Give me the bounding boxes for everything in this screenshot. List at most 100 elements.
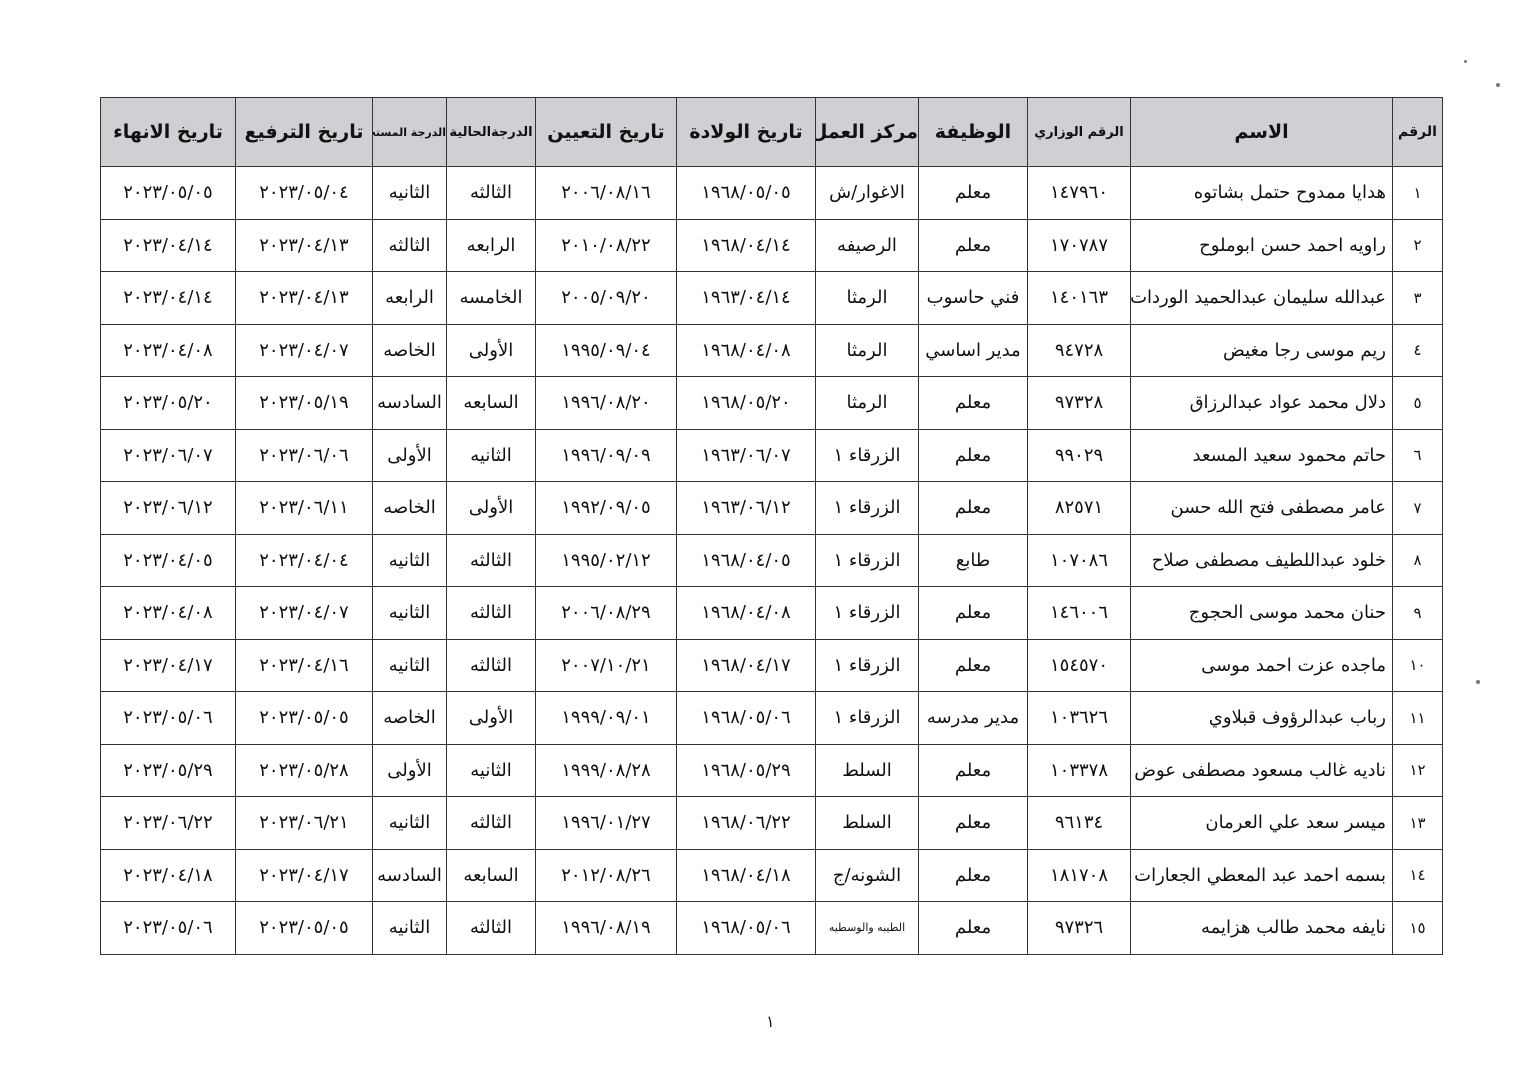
cell-appointment-date: ١٩٩٥/٠٢/١٢ [535, 533, 677, 587]
cell-promotion-date: ٢٠٢٣/٠٤/٠٧ [235, 323, 373, 377]
cell-birth-date: ١٩٦٨/٠٤/١٨ [676, 848, 816, 902]
cell-name: خلود عبداللطيف مصطفى صلاح [1130, 533, 1393, 587]
cell-name: حنان محمد موسى الحجوج [1130, 586, 1393, 640]
cell-end-date: ٢٠٢٣/٠٤/١٨ [100, 848, 236, 902]
cell-birth-date: ١٩٦٨/٠٤/١٧ [676, 638, 816, 692]
cell-job-title: معلم [918, 218, 1028, 272]
cell-work-center: الرمثا [815, 323, 919, 377]
cell-appointment-date: ٢٠٠٦/٠٨/٢٩ [535, 586, 677, 640]
cell-end-date: ٢٠٢٣/٠٦/٠٧ [100, 428, 236, 482]
table-row: ٧ عامر مصطفى فتح الله حسن ٨٢٥٧١ معلم الزرقاء… [100, 481, 1443, 535]
cell-birth-date: ١٩٦٨/٠٥/٠٦ [676, 691, 816, 745]
cell-current-grade: السابعه [446, 848, 536, 902]
cell-promotion-date: ٢٠٢٣/٠٤/١٣ [235, 218, 373, 272]
cell-current-grade: الثالثه [446, 796, 536, 850]
cell-birth-date: ١٩٦٨/٠٥/٢٠ [676, 376, 816, 430]
cell-job-title: فني حاسوب [918, 271, 1028, 325]
cell-job-title: معلم [918, 586, 1028, 640]
cell-due-grade: الخاصه [372, 691, 447, 745]
cell-name: رباب عبدالرؤوف قبلاوي [1130, 691, 1393, 745]
cell-row-number: ٥ [1392, 376, 1443, 430]
cell-appointment-date: ١٩٩٩/٠٨/٢٨ [535, 743, 677, 797]
cell-promotion-date: ٢٠٢٣/٠٦/٢١ [235, 796, 373, 850]
cell-end-date: ٢٠٢٣/٠٤/١٤ [100, 271, 236, 325]
cell-promotion-date: ٢٠٢٣/٠٤/١٧ [235, 848, 373, 902]
cell-name: عبدالله سليمان عبدالحميد الوردات [1130, 271, 1393, 325]
cell-due-grade: الثانيه [372, 166, 447, 220]
cell-ministry-id: ٩٤٧٢٨ [1027, 323, 1131, 377]
table-row: ١ هدايا ممدوح حتمل بشاتوه ١٤٧٩٦٠ معلم الاغوا… [100, 166, 1443, 220]
cell-current-grade: الرابعه [446, 218, 536, 272]
cell-row-number: ٢ [1392, 218, 1443, 272]
cell-appointment-date: ١٩٩٦/٠٨/١٩ [535, 901, 677, 955]
cell-job-title: معلم [918, 901, 1028, 955]
cell-promotion-date: ٢٠٢٣/٠٥/٢٨ [235, 743, 373, 797]
cell-end-date: ٢٠٢٣/٠٤/١٧ [100, 638, 236, 692]
cell-work-center: الزرقاء ١ [815, 691, 919, 745]
cell-row-number: ٦ [1392, 428, 1443, 482]
cell-due-grade: الثالثه [372, 218, 447, 272]
cell-job-title: معلم [918, 638, 1028, 692]
cell-current-grade: الثانيه [446, 428, 536, 482]
cell-promotion-date: ٢٠٢٣/٠٤/٠٤ [235, 533, 373, 587]
cell-row-number: ١٥ [1392, 901, 1443, 955]
cell-appointment-date: ١٩٩٦/٠٩/٠٩ [535, 428, 677, 482]
cell-work-center: الزرقاء ١ [815, 586, 919, 640]
cell-row-number: ١٣ [1392, 796, 1443, 850]
cell-birth-date: ١٩٦٨/٠٥/٢٩ [676, 743, 816, 797]
cell-row-number: ١١ [1392, 691, 1443, 745]
cell-birth-date: ١٩٦٣/٠٦/١٢ [676, 481, 816, 535]
cell-work-center: الزرقاء ١ [815, 428, 919, 482]
cell-work-center: الزرقاء ١ [815, 533, 919, 587]
cell-work-center: السلط [815, 743, 919, 797]
cell-work-center: الزرقاء ١ [815, 638, 919, 692]
cell-due-grade: الرابعه [372, 271, 447, 325]
cell-work-center: السلط [815, 796, 919, 850]
cell-job-title: معلم [918, 743, 1028, 797]
header-ministry-id: الرقم الوزاري [1027, 97, 1131, 167]
cell-job-title: معلم [918, 428, 1028, 482]
header-current-grade: الدرجةالحالية [446, 97, 536, 167]
cell-work-center: الرمثا [815, 376, 919, 430]
cell-job-title: معلم [918, 796, 1028, 850]
cell-current-grade: الثالثه [446, 901, 536, 955]
cell-end-date: ٢٠٢٣/٠٦/١٢ [100, 481, 236, 535]
cell-name: ماجده عزت احمد موسى [1130, 638, 1393, 692]
scan-speck [1476, 680, 1480, 684]
cell-end-date: ٢٠٢٣/٠٤/١٤ [100, 218, 236, 272]
cell-appointment-date: ٢٠٠٦/٠٨/١٦ [535, 166, 677, 220]
cell-job-title: مدير اساسي [918, 323, 1028, 377]
cell-job-title: طابع [918, 533, 1028, 587]
cell-appointment-date: ٢٠١٢/٠٨/٢٦ [535, 848, 677, 902]
cell-birth-date: ١٩٦٨/٠٤/٠٥ [676, 533, 816, 587]
cell-name: عامر مصطفى فتح الله حسن [1130, 481, 1393, 535]
cell-ministry-id: ١٠٣٣٧٨ [1027, 743, 1131, 797]
cell-ministry-id: ١٧٠٧٨٧ [1027, 218, 1131, 272]
cell-job-title: معلم [918, 848, 1028, 902]
cell-ministry-id: ٩٩٠٢٩ [1027, 428, 1131, 482]
cell-work-center: الشونه/ج [815, 848, 919, 902]
cell-due-grade: الخاصه [372, 481, 447, 535]
cell-current-grade: الثالثه [446, 166, 536, 220]
table-row: ٨ خلود عبداللطيف مصطفى صلاح ١٠٧٠٨٦ طابع الزر… [100, 533, 1443, 587]
header-row-number: الرقم [1392, 97, 1443, 167]
cell-promotion-date: ٢٠٢٣/٠٤/١٣ [235, 271, 373, 325]
table-row: ١٠ ماجده عزت احمد موسى ١٥٤٥٧٠ معلم الزرقاء ١… [100, 638, 1443, 692]
cell-end-date: ٢٠٢٣/٠٥/٠٥ [100, 166, 236, 220]
cell-row-number: ١ [1392, 166, 1443, 220]
page-number: ١ [766, 1012, 775, 1031]
cell-row-number: ١٢ [1392, 743, 1443, 797]
cell-name: ميسر سعد علي العرمان [1130, 796, 1393, 850]
cell-appointment-date: ٢٠١٠/٠٨/٢٢ [535, 218, 677, 272]
cell-due-grade: الثانيه [372, 901, 447, 955]
cell-ministry-id: ١٤٠١٦٣ [1027, 271, 1131, 325]
header-work-center: مركز العمل [815, 97, 919, 167]
table-row: ٩ حنان محمد موسى الحجوج ١٤٦٠٠٦ معلم الزرقاء … [100, 586, 1443, 640]
cell-ministry-id: ٩٦١٣٤ [1027, 796, 1131, 850]
cell-job-title: مدير مدرسه [918, 691, 1028, 745]
cell-current-grade: الثانيه [446, 743, 536, 797]
cell-row-number: ٣ [1392, 271, 1443, 325]
header-appointment-date: تاريخ التعيين [535, 97, 677, 167]
cell-birth-date: ١٩٦٨/٠٤/١٤ [676, 218, 816, 272]
cell-current-grade: الخامسه [446, 271, 536, 325]
